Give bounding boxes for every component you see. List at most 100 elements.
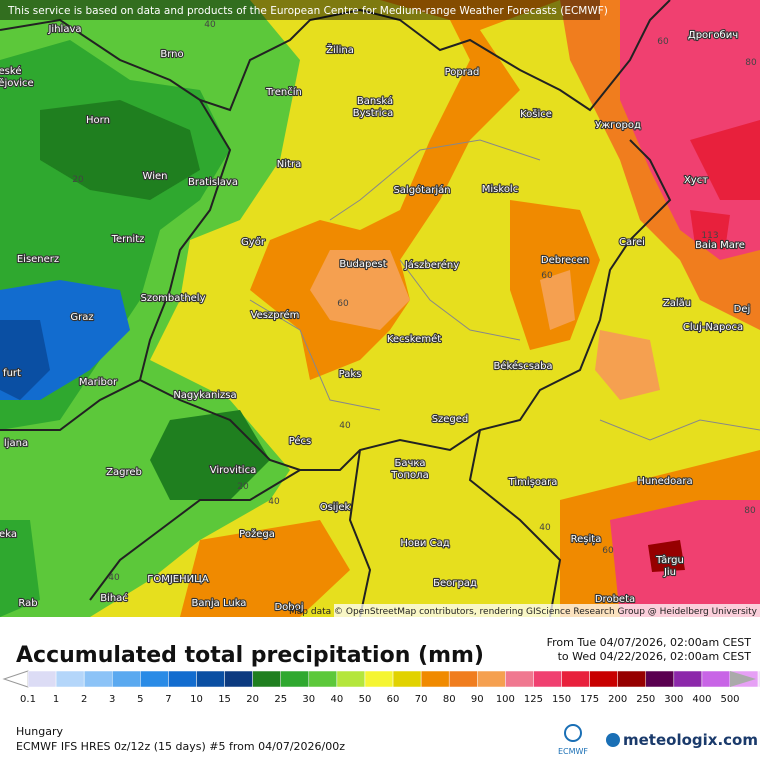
legend-label: 80 — [443, 694, 456, 705]
precip-area — [310, 250, 410, 330]
city-label: Banja Luka — [192, 598, 247, 609]
map-credit: Map data © OpenStreetMap contributors, r… — [289, 607, 758, 617]
city-label: ГОМЈЕНИЦА — [147, 574, 209, 585]
city-label: Doboj — [274, 602, 303, 613]
city-label: Brno — [160, 49, 183, 60]
legend-swatch — [448, 670, 478, 688]
legend-label: 100 — [496, 694, 515, 705]
precip-area — [40, 100, 200, 200]
precip-area — [0, 520, 40, 617]
city-label: Maribor — [79, 377, 118, 388]
city-label: Osijek — [320, 502, 351, 513]
legend-label: 150 — [552, 694, 571, 705]
legend-label: 2 — [81, 694, 87, 705]
city-label: eské — [0, 65, 21, 77]
legend-label: 1 — [53, 694, 59, 705]
city-label: Timișoara — [508, 477, 558, 488]
legend-label: 250 — [636, 694, 655, 705]
precip-area — [540, 270, 575, 330]
attribution-bar — [0, 0, 600, 20]
contour-label: 60 — [337, 299, 349, 309]
precip-area — [150, 410, 270, 500]
legend-label: 3 — [109, 694, 115, 705]
city-label: Szombathely — [140, 293, 205, 304]
legend-swatch — [673, 670, 703, 688]
legend-swatch — [505, 670, 534, 688]
city-label: Carei — [619, 237, 645, 248]
contour-label: 40 — [108, 573, 120, 583]
legend-swatch — [477, 670, 506, 688]
title: Accumulated total precipitation (mm) — [16, 643, 484, 668]
map: Jihlava Brno Žilina Poprad Дрогобич eskéějovi… — [0, 0, 760, 617]
city-label: Dej — [734, 304, 751, 315]
city-label: Virovitica — [210, 465, 256, 476]
city-label: Bystrica — [353, 108, 393, 119]
city-label: Baia Mare — [695, 240, 745, 251]
city-label: Нови Сад — [400, 538, 449, 549]
period-from: From Tue 04/07/2026, 02:00am CEST — [547, 636, 752, 649]
city-label: Hunedoara — [637, 476, 692, 487]
region-borders — [249, 139, 760, 441]
legend-swatch — [140, 670, 169, 688]
city-label: Ужгород — [595, 120, 641, 131]
legend-swatch — [224, 670, 253, 688]
legend-label: 0.1 — [20, 694, 36, 705]
country-borders — [0, 0, 672, 617]
legend-swatch — [589, 670, 618, 688]
city-label: Cluj-Napoca — [683, 322, 743, 333]
contour-label: 40 — [268, 497, 280, 507]
model-info: ECMWF IFS HRES 0z/12z (15 days) #5 from … — [16, 740, 345, 753]
city-label: Jihlava — [47, 24, 81, 35]
precip-area — [595, 330, 660, 400]
city-label: Győr — [241, 236, 266, 248]
city-label: Rab — [18, 598, 37, 609]
credit-bar — [334, 604, 760, 617]
legend-swatch — [533, 670, 562, 688]
city-label: Nagykanizsa — [173, 390, 236, 401]
legend-label: 175 — [580, 694, 599, 705]
legend-label: 7 — [165, 694, 171, 705]
legend-label: 400 — [692, 694, 711, 705]
contour-label: 40 — [204, 20, 216, 30]
city-label: Târgu — [655, 554, 684, 566]
logo-icon — [606, 733, 620, 747]
city-label: Szeged — [432, 414, 469, 425]
city-label: Paks — [339, 369, 362, 380]
legend-arrow — [2, 670, 29, 688]
precip-area — [648, 540, 685, 572]
city-label: Хуст — [684, 175, 708, 186]
contour-label: 80 — [745, 58, 757, 68]
contour-label: 40 — [339, 421, 351, 431]
legend-swatch — [252, 670, 281, 688]
city-label: Debrecen — [541, 255, 589, 266]
legend-swatch — [392, 670, 422, 688]
legend-label: 15 — [218, 694, 231, 705]
legend-label: 10 — [190, 694, 203, 705]
precip-area — [610, 500, 760, 617]
attribution-text: This service is based on data and produc… — [7, 5, 608, 17]
legend-swatch — [364, 670, 394, 688]
city-label: eka — [0, 529, 17, 540]
city-label: Békéscsaba — [493, 360, 552, 372]
city-label: Salgótarján — [393, 184, 450, 196]
contour-label: 20 — [72, 175, 84, 185]
city-label: Drobeta — [595, 594, 635, 605]
contour-label: 60 — [541, 271, 553, 281]
legend-label: 60 — [387, 694, 400, 705]
legend-swatch — [420, 670, 450, 688]
legend-label: 5 — [137, 694, 143, 705]
city-label: Jászberény — [404, 259, 459, 271]
precip-area — [180, 520, 350, 617]
legend-swatch — [308, 670, 338, 688]
city-label: Дрогобич — [688, 30, 738, 41]
legend-swatch — [617, 670, 647, 688]
contour-label: 60 — [657, 37, 669, 47]
city-label: Žilina — [326, 43, 354, 56]
legend-label: 500 — [720, 694, 739, 705]
city-label: Ternitz — [111, 234, 145, 245]
legend-arrow — [730, 671, 756, 687]
legend-label: 30 — [302, 694, 315, 705]
meteologix-logo: meteologix.com — [606, 731, 758, 749]
legend-swatch — [27, 670, 57, 688]
